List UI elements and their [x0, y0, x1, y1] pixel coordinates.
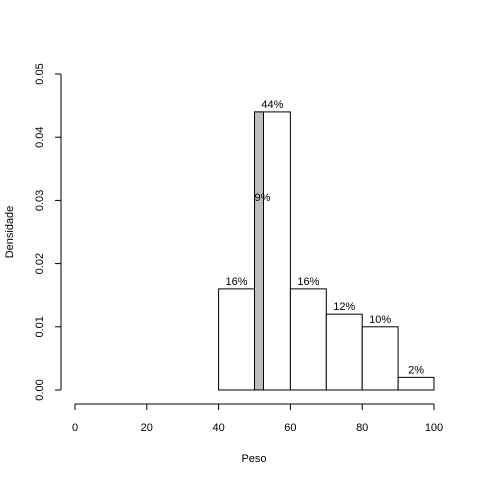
- y-tick-label: 0.03: [34, 190, 46, 211]
- y-tick-label: 0.01: [34, 316, 46, 337]
- y-axis: 0.00 0.01 0.02 0.03 0.04 0.05: [34, 63, 62, 401]
- y-tick-label: 0.05: [34, 63, 46, 84]
- x-tick-label: 0: [72, 422, 78, 434]
- histogram-bar: [361, 326, 399, 391]
- x-tick-label: 100: [425, 422, 443, 434]
- histogram-bar: [218, 288, 256, 391]
- bar-value-label: 44%: [261, 99, 283, 111]
- y-tick-label: 0.02: [34, 253, 46, 274]
- bar-value-label: 10%: [369, 314, 391, 326]
- histogram-bar: [289, 288, 327, 391]
- bar-value-label: 16%: [297, 276, 319, 288]
- x-tick-label: 20: [141, 422, 153, 434]
- y-tick-label: 0.00: [34, 379, 46, 400]
- bar-value-label: 12%: [333, 301, 355, 313]
- bars-layer: [218, 111, 435, 391]
- bar-value-label: 16%: [226, 276, 248, 288]
- highlight-value-label: 9%: [255, 192, 271, 204]
- highlight-layer: [254, 111, 264, 391]
- x-tick-label: 40: [212, 422, 224, 434]
- x-axis: 0 20 40 60 80 100: [72, 403, 443, 434]
- x-tick-label: 60: [284, 422, 296, 434]
- histogram-bar: [325, 313, 363, 391]
- x-tick-label: 80: [356, 422, 368, 434]
- x-axis-label: Peso: [241, 453, 266, 465]
- histogram-bar: [397, 376, 435, 391]
- y-tick-label: 0.04: [34, 126, 46, 147]
- bar-value-label: 2%: [408, 364, 424, 376]
- y-axis-label: Densidade: [4, 206, 16, 259]
- bar-labels-layer: 16% 44% 16% 12% 10% 2% 9%: [226, 99, 425, 376]
- highlight-bar: [254, 111, 264, 391]
